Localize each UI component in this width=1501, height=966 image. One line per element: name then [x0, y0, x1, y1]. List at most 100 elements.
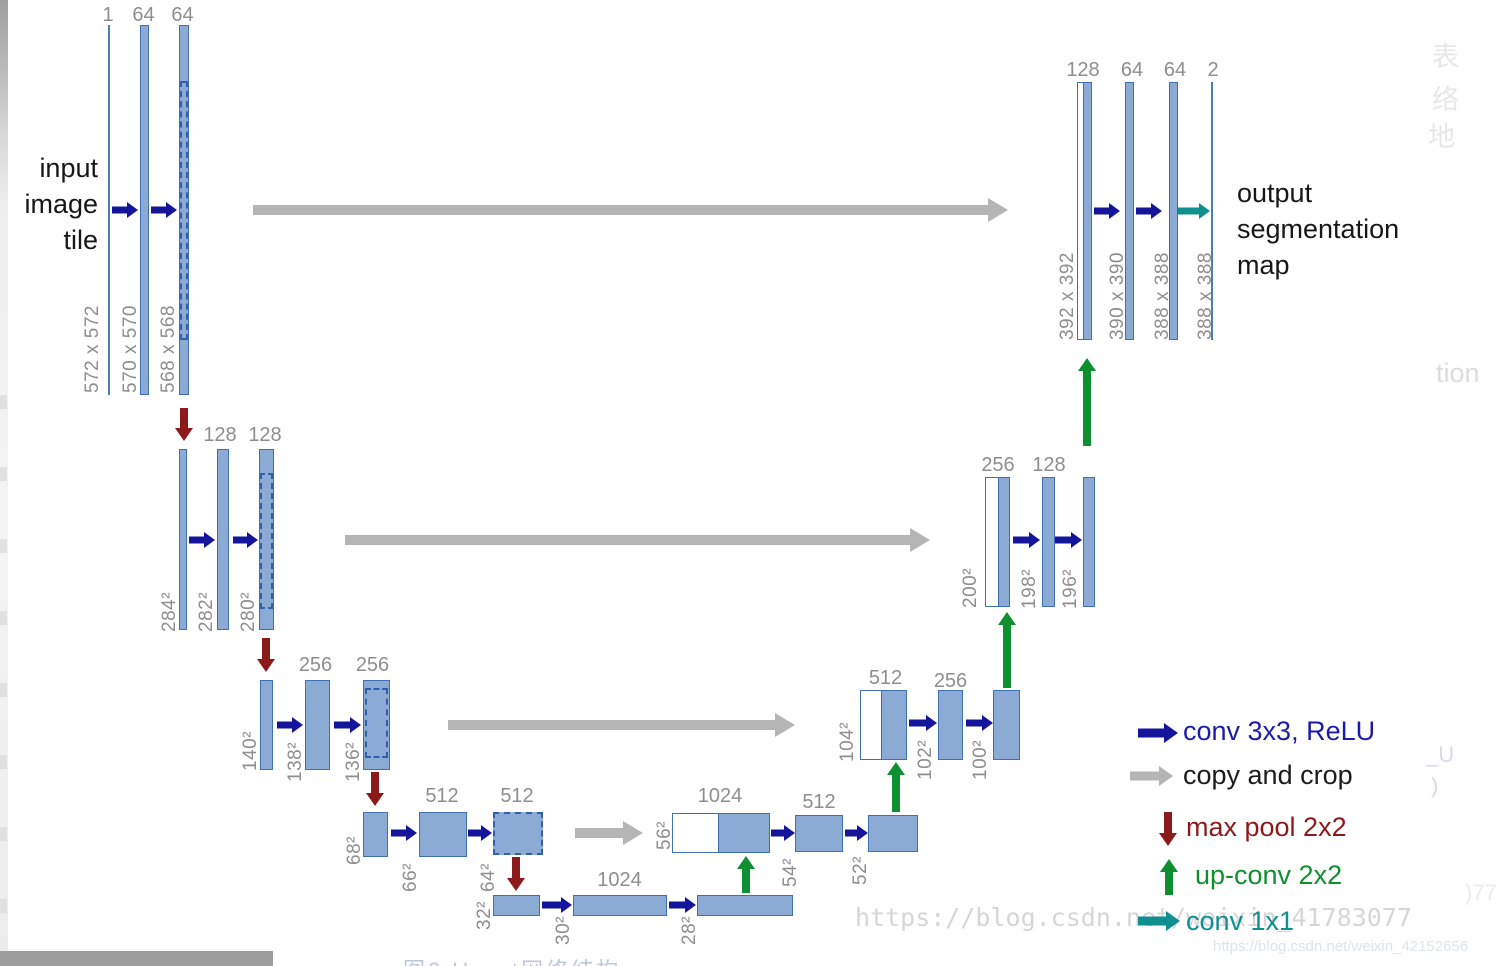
enc3-channels: 256	[298, 654, 333, 676]
copy-crop-arrow	[345, 528, 930, 552]
conv-arrow	[1055, 532, 1082, 548]
upconv-arrow	[887, 762, 905, 812]
copy-crop-arrow	[253, 198, 1008, 222]
dec3-size-label: 100²	[970, 739, 991, 780]
legend-maxpool-arrow	[1158, 812, 1177, 846]
conv-arrow	[1094, 203, 1120, 219]
dec4-feature-box	[868, 815, 918, 852]
dec2-concat-bar	[985, 477, 1010, 607]
out-feature-bar	[1125, 82, 1134, 340]
input-caption-line: image	[24, 189, 98, 219]
enc3-size-label: 136²	[343, 741, 364, 782]
enc4-feature-bar	[419, 812, 467, 857]
conv-arrow	[233, 532, 258, 548]
legend-upconv-arrow	[1159, 859, 1178, 895]
dec3-feature-bar	[938, 690, 963, 760]
dec4-size-label: 54²	[780, 858, 801, 887]
enc4-size-label: 68²	[344, 836, 365, 865]
dec3-size-label: 102²	[915, 739, 936, 780]
input-caption-line: tile	[63, 225, 98, 255]
right-edge-fragment: tion	[1436, 358, 1480, 388]
crop-region	[180, 81, 188, 340]
feature-half	[999, 478, 1009, 606]
dec3-channels: 512	[868, 667, 903, 689]
legend-conv1x1-label: conv 1x1	[1186, 906, 1295, 936]
enc4-feature-bar	[363, 812, 388, 857]
right-edge-fragment: 地	[1428, 122, 1455, 152]
dec4-size-label: 56²	[654, 821, 675, 850]
dec4-feature-box	[795, 815, 843, 852]
enc2-feature-bar-cropped	[259, 449, 274, 630]
left-edge-glyph-marks	[0, 395, 7, 915]
upconv-half	[861, 691, 882, 759]
out-size-label: 392 x 392	[1057, 252, 1078, 340]
output-caption: output segmentation map	[1237, 175, 1447, 283]
dec3-feature-bar	[993, 690, 1020, 760]
legend-upconv-label: up-conv 2x2	[1195, 860, 1343, 890]
dec4-size-label: 52²	[850, 856, 871, 885]
bottleneck-size-label: 28²	[679, 916, 700, 945]
conv-arrow	[277, 717, 303, 733]
upconv-arrow	[1078, 358, 1096, 446]
output-caption-line: output	[1237, 178, 1313, 208]
enc1-size-label: 568 x 568	[158, 305, 179, 393]
conv-arrow	[909, 715, 937, 731]
dec2-channels: 256	[981, 454, 1015, 476]
conv-arrow	[189, 532, 215, 548]
conv-arrow	[1013, 532, 1040, 548]
crop-region	[365, 688, 388, 758]
legend-conv-arrow	[1138, 723, 1178, 743]
conv-arrow	[391, 825, 417, 841]
out-segmap-line	[1211, 82, 1213, 340]
out-size-label: 388 x 388	[1195, 252, 1216, 340]
input-caption-line: input	[39, 153, 98, 183]
dec2-feature-bar	[1042, 477, 1055, 607]
enc4-size-label: 64²	[478, 863, 499, 892]
feature-half	[882, 691, 906, 759]
dec2-size-label: 198²	[1019, 568, 1040, 609]
feature-half	[1084, 83, 1091, 339]
upconv-arrow	[998, 612, 1016, 688]
conv-arrow	[334, 717, 361, 733]
enc1-feature-bar-cropped	[179, 25, 189, 395]
enc4-size-label: 66²	[400, 863, 421, 892]
conv-arrow	[845, 825, 868, 841]
conv-arrow	[151, 202, 177, 218]
output-caption-line: map	[1237, 250, 1290, 280]
conv-arrow	[112, 202, 138, 218]
copy-crop-arrow	[575, 821, 643, 845]
out-size-label: 390 x 390	[1107, 252, 1128, 340]
out-feature-bar	[1169, 82, 1178, 340]
legend-maxpool-label: max pool 2x2	[1186, 812, 1347, 842]
legend-conv3x3-label: conv 3x3, ReLU	[1183, 716, 1376, 746]
enc1-size-label: 572 x 572	[82, 305, 103, 393]
conv-arrow	[1136, 203, 1162, 219]
enc2-channels: 128	[203, 424, 237, 446]
enc3-feature-bar	[260, 680, 273, 770]
enc2-channels: 128	[248, 424, 282, 446]
legend-copycrop-label: copy and crop	[1183, 760, 1353, 790]
bottleneck-bar	[573, 895, 667, 916]
enc2-size-label: 284²	[159, 591, 180, 632]
maxpool-arrow	[257, 638, 275, 672]
dec2-channels: 128	[1032, 454, 1066, 476]
dec4-channels: 1024	[697, 785, 743, 807]
dec2-size-label: 196²	[1060, 568, 1081, 609]
conv-arrow	[771, 825, 795, 841]
bottleneck-size-label: 30²	[553, 916, 574, 945]
enc2-size-label: 280²	[238, 591, 259, 632]
right-edge-fragment: )77	[1465, 880, 1497, 905]
conv1x1-arrow	[1178, 203, 1210, 219]
right-edge-fragment: )	[1431, 773, 1439, 798]
enc4-channels: 512	[500, 785, 534, 807]
out-channels-128: 128	[1066, 59, 1100, 81]
dec3-concat-box	[860, 690, 907, 760]
enc1-feature-line	[108, 25, 110, 395]
out-concat-bar	[1077, 82, 1092, 340]
enc2-feature-bar	[217, 449, 229, 630]
enc3-size-label: 140²	[240, 730, 261, 771]
dec3-size-label: 104²	[837, 721, 858, 762]
out-channels-2: 2	[1207, 59, 1219, 81]
out-channels-64a: 64	[1120, 59, 1144, 81]
